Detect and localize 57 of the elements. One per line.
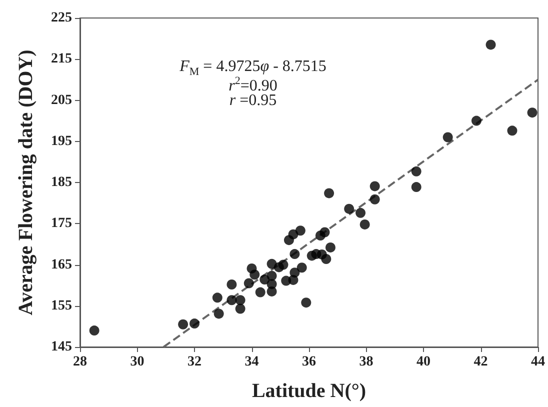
point xyxy=(89,326,100,336)
x-tick-label: 42 xyxy=(474,354,488,370)
point xyxy=(527,108,538,118)
point xyxy=(301,298,312,308)
point xyxy=(226,279,237,290)
y-tick-label: 215 xyxy=(51,52,72,67)
annotation: r =0.95 xyxy=(229,92,277,109)
point xyxy=(212,292,222,303)
x-tick-label: 36 xyxy=(302,354,316,370)
point xyxy=(278,260,288,270)
point xyxy=(235,304,246,314)
y-tick-label: 225 xyxy=(51,10,72,26)
x-tick-label: 34 xyxy=(244,354,259,370)
point xyxy=(360,219,370,230)
y-tick-label: 155 xyxy=(51,298,72,314)
point xyxy=(250,270,260,280)
point xyxy=(320,227,330,238)
point xyxy=(214,308,224,319)
x-tick-label: 28 xyxy=(73,354,87,370)
point xyxy=(486,40,496,50)
point xyxy=(226,295,237,306)
x-tick-label: 32 xyxy=(188,354,202,370)
point xyxy=(411,166,422,176)
point xyxy=(296,262,307,273)
point xyxy=(442,132,453,142)
point xyxy=(190,318,200,329)
point xyxy=(370,181,380,192)
point xyxy=(255,287,266,298)
x-tick-label: 40 xyxy=(416,354,430,370)
annotation: r$^{2}$=0.90 xyxy=(228,75,278,94)
point xyxy=(471,116,482,126)
y-tick-label: 145 xyxy=(51,340,72,354)
y-tick-label: 175 xyxy=(51,216,72,232)
point xyxy=(411,182,422,192)
point xyxy=(295,226,306,236)
point xyxy=(178,319,188,330)
x-tick-label: 44 xyxy=(531,354,545,370)
point xyxy=(235,295,246,306)
x-tick-label: 30 xyxy=(130,354,144,370)
point xyxy=(321,254,332,264)
point xyxy=(344,204,354,214)
x-tick-label: 38 xyxy=(359,354,374,370)
point xyxy=(244,278,254,288)
y-tick-label: 195 xyxy=(51,134,72,149)
point xyxy=(370,194,380,204)
point xyxy=(507,126,518,136)
y-axis-title: Average Flowering date (DOY) xyxy=(15,50,37,316)
point xyxy=(290,249,300,260)
point xyxy=(325,242,336,252)
point xyxy=(266,286,277,296)
y-tick-label: 165 xyxy=(51,257,72,272)
y-tick-label: 205 xyxy=(51,92,72,108)
y-tick-label: 185 xyxy=(51,175,72,190)
point xyxy=(356,208,366,218)
point xyxy=(290,268,300,278)
x-axis-title: Latitude N(°) xyxy=(252,380,366,402)
point xyxy=(324,188,334,198)
